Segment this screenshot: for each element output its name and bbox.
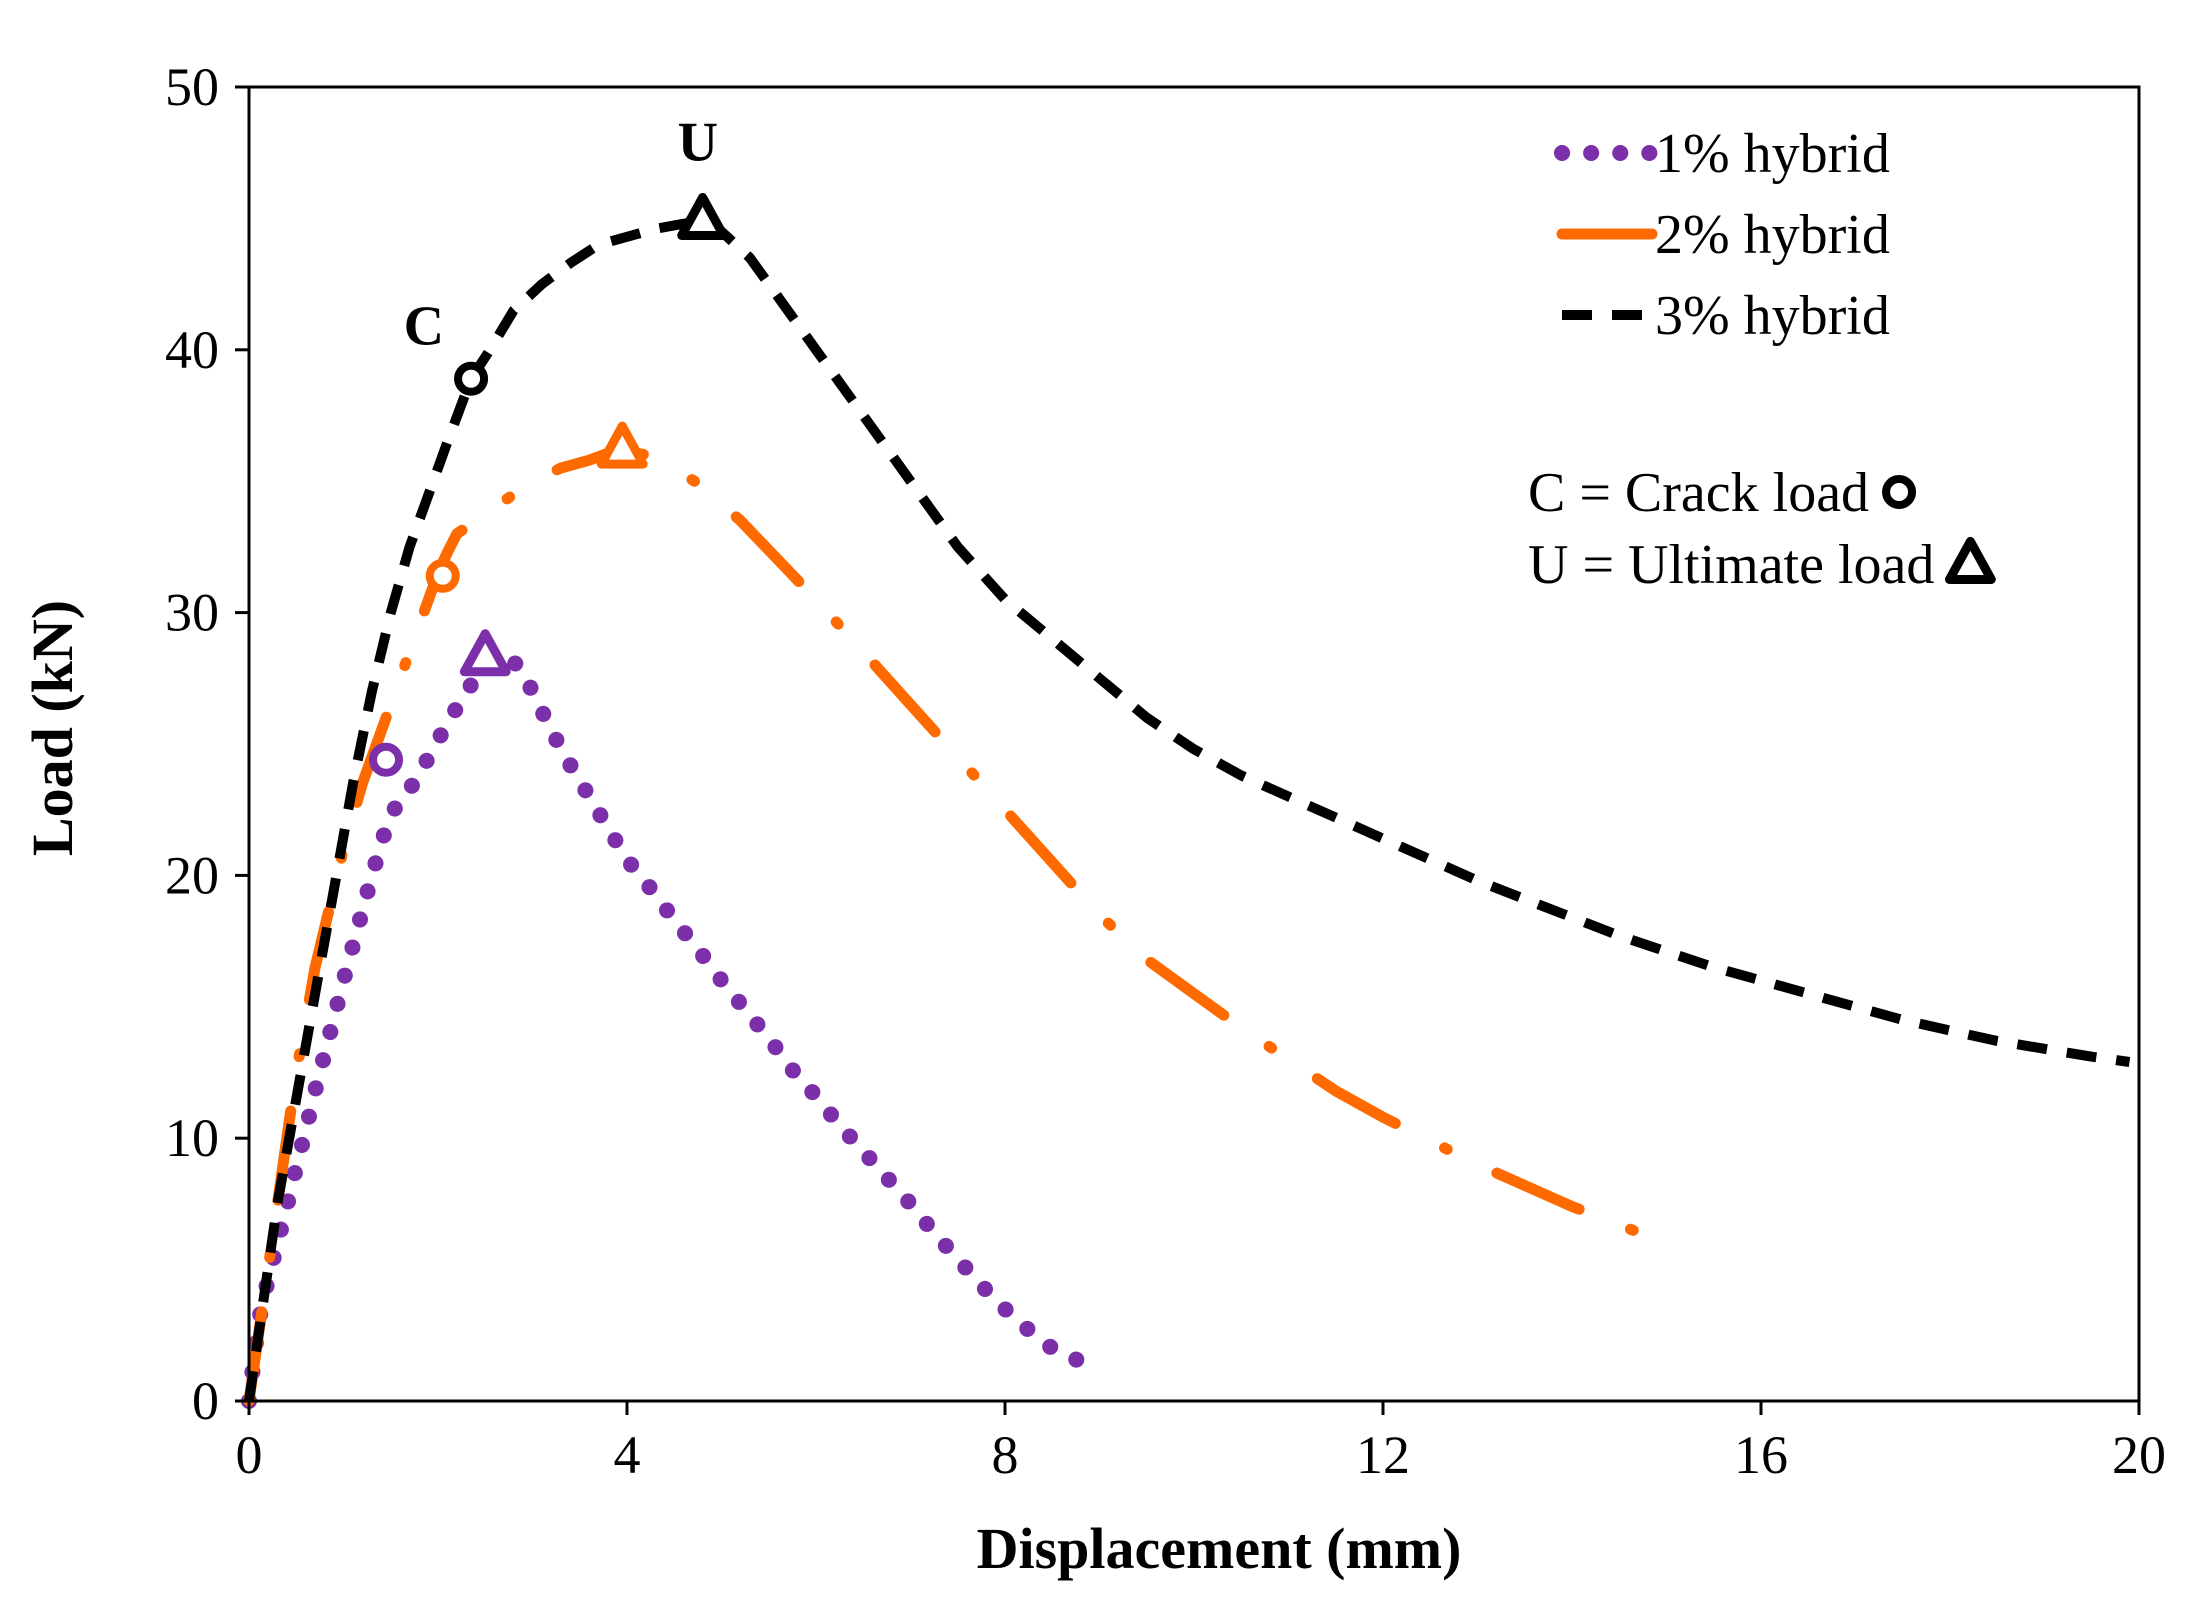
triangle-symbol-icon (1944, 536, 1996, 584)
marker-key-label-2: U = Ultimate load (1528, 534, 1934, 596)
y-axis-ticks: 0 10 20 30 40 50 (165, 57, 249, 1431)
ultimate-load-marker (677, 192, 728, 240)
x-axis-ticks: 0 4 8 12 16 20 (236, 1401, 2166, 1485)
y-tick-label: 30 (165, 583, 219, 643)
crack-load-marker (425, 558, 460, 593)
ultimate-load-marker (459, 629, 511, 677)
series-line-1 (241, 649, 1089, 1409)
x-tick-label: 12 (1356, 1425, 1410, 1485)
marker-key: C = Crack load U = Ultimate load (1528, 462, 1996, 596)
x-tick-label: 16 (1734, 1425, 1788, 1485)
crack-load-marker (454, 361, 489, 396)
y-tick-label: 0 (192, 1371, 219, 1431)
series-line-3 (244, 216, 2131, 1402)
x-tick-label: 4 (614, 1425, 641, 1485)
plot-area-frame (247, 85, 2141, 1403)
annotation-label: U (678, 112, 718, 174)
y-tick-label: 40 (165, 320, 219, 380)
legend-label-2: 2% hybrid (1655, 204, 1890, 266)
marker-layer (369, 192, 728, 777)
x-axis-title: Displacement (mm) (977, 1516, 1462, 1581)
circle-symbol-icon (1882, 475, 1917, 509)
legend: 1% hybrid 2% hybrid 3% hybrid (1554, 123, 1890, 347)
legend-label-1: 1% hybrid (1655, 123, 1890, 185)
y-tick-label: 50 (165, 57, 219, 117)
ultimate-load-marker (596, 421, 648, 469)
marker-key-label-1: C = Crack load (1528, 462, 1869, 524)
y-axis-title: Load (kN) (20, 600, 85, 856)
x-tick-label: 0 (236, 1425, 263, 1485)
y-tick-label: 10 (165, 1108, 219, 1168)
x-tick-label: 20 (2112, 1425, 2166, 1485)
x-tick-label: 8 (992, 1425, 1019, 1485)
crack-load-marker (369, 742, 404, 777)
legend-label-3: 3% hybrid (1655, 285, 1890, 347)
annotation-label: C (404, 296, 444, 358)
annotation-layer: CU (404, 112, 719, 358)
y-tick-label: 20 (165, 845, 219, 905)
